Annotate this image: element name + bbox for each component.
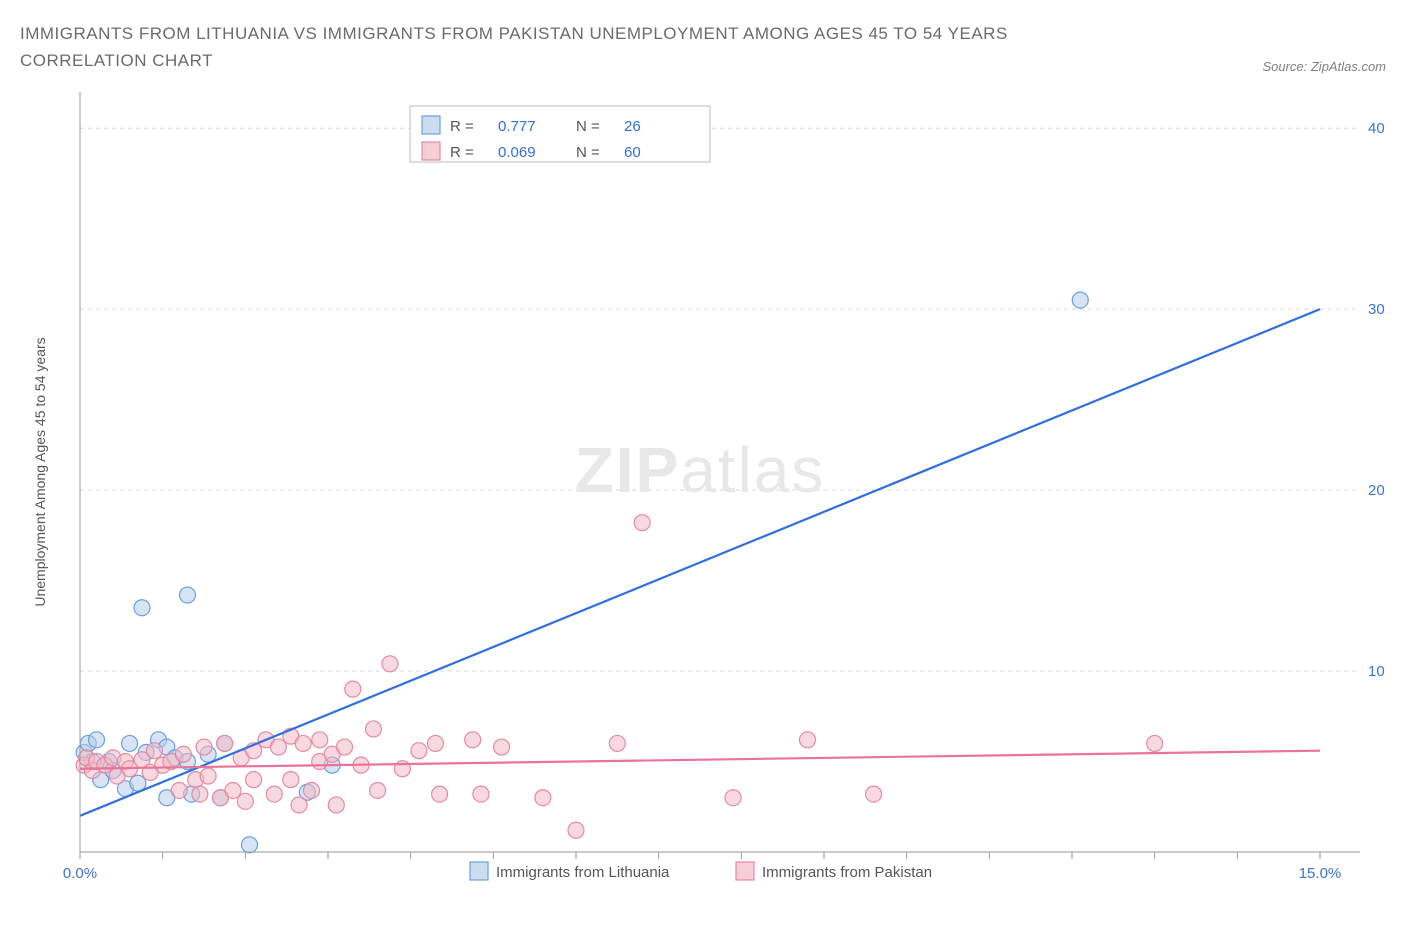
legend-n-label: N = [576, 118, 600, 135]
legend-series-label: Immigrants from Pakistan [762, 864, 932, 881]
y-tick-label: 30.0% [1368, 302, 1386, 319]
legend-n-value: 26 [624, 118, 641, 135]
legend-r-value: 0.069 [498, 144, 536, 161]
legend-swatch [470, 862, 488, 880]
legend-swatch [422, 142, 440, 160]
trend-line [80, 310, 1320, 817]
legend-r-value: 0.777 [498, 118, 536, 135]
y-tick-label: 10.0% [1368, 663, 1386, 680]
legend-series-label: Immigrants from Lithuania [496, 864, 670, 881]
y-axis-label: Unemployment Among Ages 45 to 54 years [32, 338, 48, 607]
bottom-legend: Immigrants from Lithuania Immigrants from… [470, 862, 932, 881]
series [76, 515, 1163, 839]
x-tick-label: 15.0% [1299, 865, 1342, 882]
x-tick-label: 0.0% [63, 865, 97, 882]
legend-r-label: R = [450, 118, 474, 135]
chart-title: IMMIGRANTS FROM LITHUANIA VS IMMIGRANTS … [20, 20, 1120, 74]
correlation-chart: ZIPatlas 0.0% 15.0% 10.0% 20.0% 30.0% 40.0% Une… [20, 82, 1386, 912]
legend-swatch [422, 116, 440, 134]
series [76, 292, 1088, 853]
y-tick-label: 40.0% [1368, 121, 1386, 138]
y-tick-label: 20.0% [1368, 482, 1386, 499]
watermark: ZIPatlas [575, 434, 826, 506]
source-attribution: Source: ZipAtlas.com [1262, 59, 1386, 74]
legend-r-label: R = [450, 144, 474, 161]
legend-n-label: N = [576, 144, 600, 161]
legend-n-value: 60 [624, 144, 641, 161]
trend-line [80, 751, 1320, 769]
legend-swatch [736, 862, 754, 880]
